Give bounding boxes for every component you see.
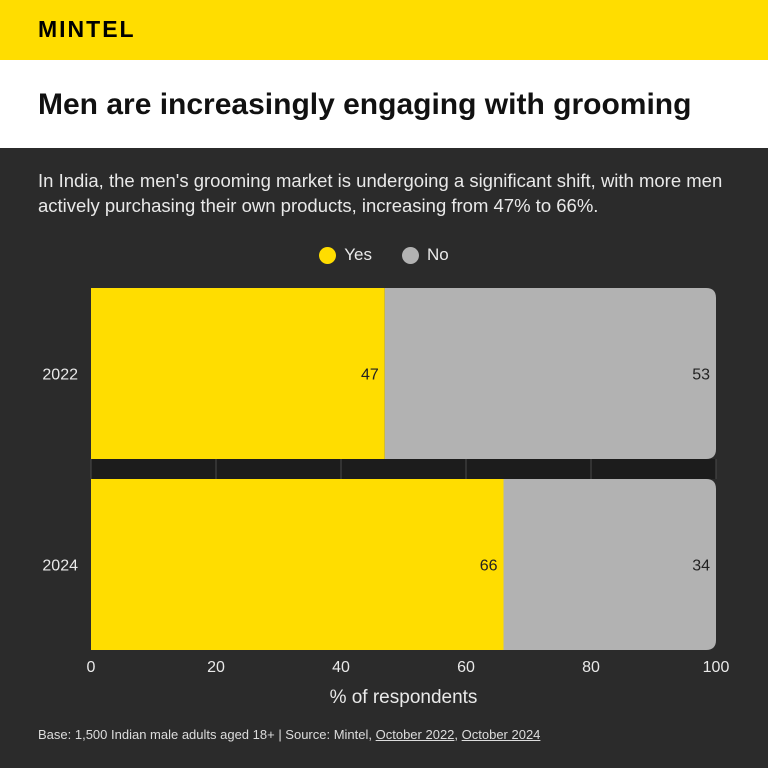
chart-legend: Yes No	[0, 245, 768, 265]
source-link-2024[interactable]: October 2024	[461, 727, 541, 742]
legend-swatch-no	[402, 246, 419, 264]
category-label-2024: 2024	[42, 558, 78, 575]
footer-separator: ,	[454, 727, 462, 742]
brand-bar: MINTEL	[0, 0, 768, 60]
legend-swatch-yes	[319, 246, 337, 264]
bar-yes-2024	[91, 479, 504, 650]
title-bar: Men are increasingly engaging with groom…	[0, 60, 768, 148]
footer-base-text: Base: 1,500 Indian male adults aged 18+ …	[38, 727, 376, 742]
bar-gap-band	[91, 459, 716, 479]
legend-item-no: No	[402, 245, 449, 265]
bar-no-2024	[503, 479, 716, 650]
category-label-2022: 2022	[42, 367, 78, 384]
data-label-yes-2024: 66	[480, 558, 498, 575]
bar-chart: 47 53 2022 66 34 2024 0 20 40 60 80 100 % of respond…	[42, 288, 730, 708]
data-label-no-2022: 53	[692, 367, 710, 384]
legend-label-yes: Yes	[344, 245, 372, 264]
x-tick-label-80: 80	[582, 659, 600, 676]
x-tick-label-100: 100	[703, 659, 730, 676]
data-label-yes-2022: 47	[361, 367, 379, 384]
chart-title: Men are increasingly engaging with groom…	[38, 88, 692, 121]
x-tick-label-20: 20	[207, 659, 225, 676]
chart-subtitle: In India, the men's grooming market is u…	[38, 170, 723, 216]
footer-source: Base: 1,500 Indian male adults aged 18+ …	[38, 727, 540, 742]
legend-label-no: No	[427, 245, 449, 264]
legend-item-yes: Yes	[319, 245, 372, 265]
bar-no-2022	[384, 288, 716, 459]
x-tick-label-0: 0	[87, 659, 96, 676]
x-tick-label-40: 40	[332, 659, 350, 676]
source-link-2022[interactable]: October 2022	[375, 727, 455, 742]
data-label-no-2024: 34	[692, 558, 710, 575]
bar-yes-2022	[91, 288, 385, 459]
x-axis-label: % of respondents	[330, 687, 478, 708]
brand-logo: MINTEL	[38, 16, 136, 42]
x-tick-label-60: 60	[457, 659, 475, 676]
